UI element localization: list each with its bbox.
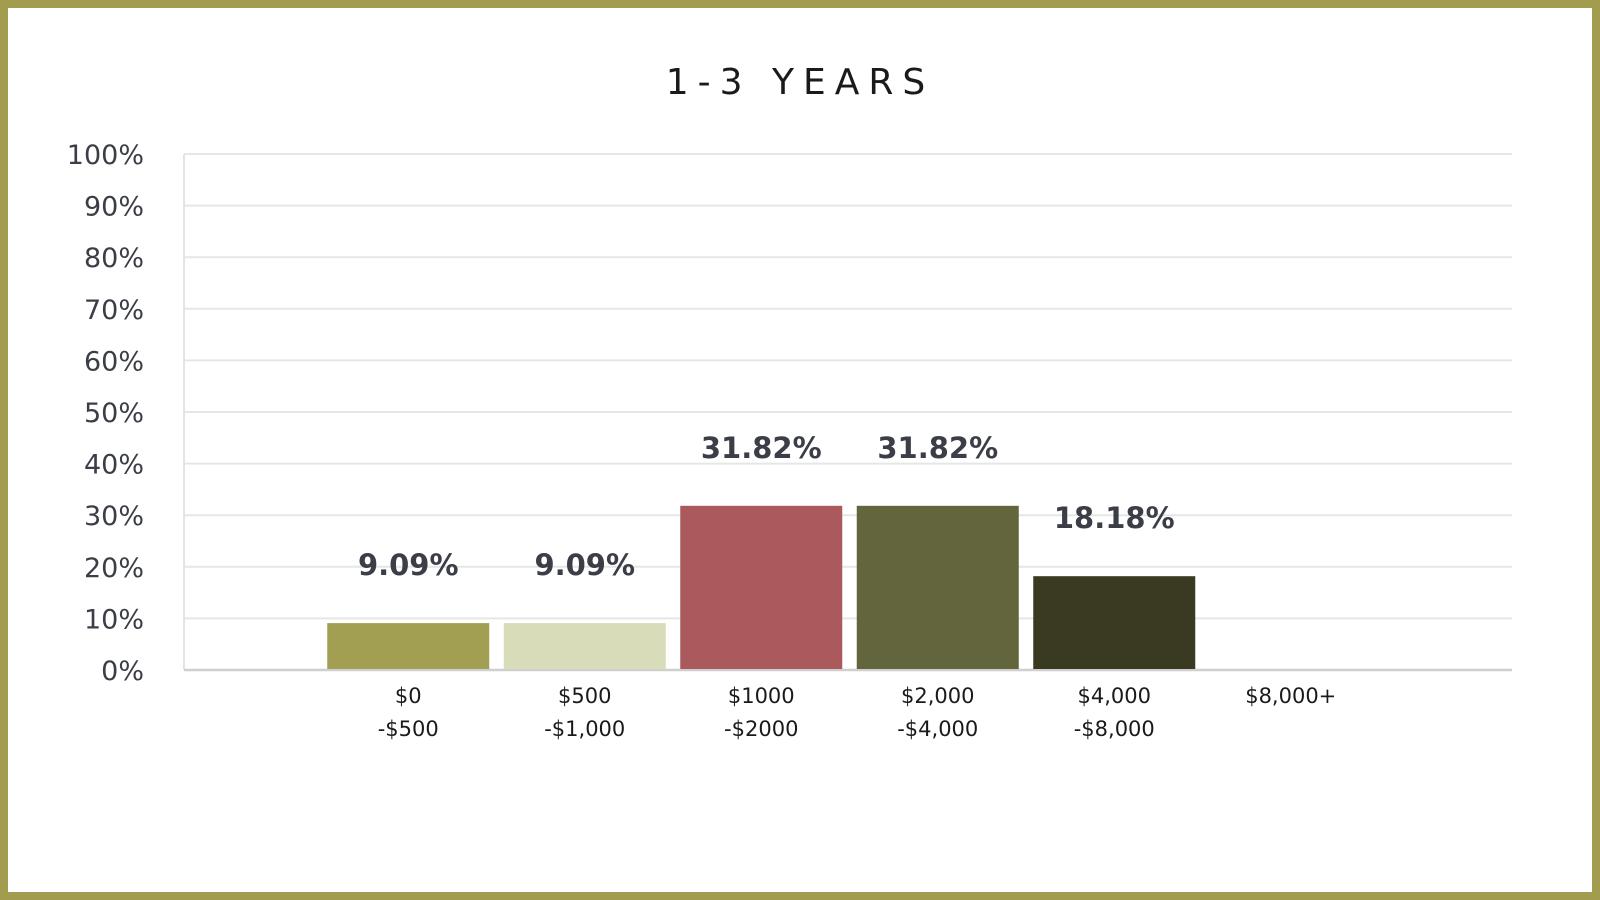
data-label: 31.82% <box>877 431 998 465</box>
x-tick-label: -$500 <box>378 717 439 741</box>
x-tick-label: $8,000+ <box>1245 684 1336 708</box>
bar <box>680 505 843 669</box>
y-tick-label: 0% <box>101 656 144 687</box>
axes <box>183 154 1512 672</box>
x-axis-ticks: $0 -$500 $500 -$1,000 $1000 -$2000 $2,000 -$4,0… <box>378 684 1337 741</box>
y-tick-label: 50% <box>84 398 144 429</box>
x-tick-label: -$2000 <box>724 717 798 741</box>
chart-title: 1-3 YEARS <box>665 62 935 103</box>
x-tick-label: -$8,000 <box>1074 717 1155 741</box>
x-tick-label: $2,000 <box>901 684 974 708</box>
data-labels: 9.09% 9.09% 31.82% 31.82% 18.18% <box>358 431 1175 582</box>
x-tick-label: $500 <box>558 684 611 708</box>
y-tick-label: 100% <box>67 140 144 171</box>
gridlines <box>184 153 1512 620</box>
x-tick-label: $0 <box>395 684 422 708</box>
bar <box>327 623 490 669</box>
bar <box>1033 576 1196 669</box>
x-tick-label: -$1,000 <box>544 717 625 741</box>
x-tick-label: $4,000 <box>1078 684 1151 708</box>
y-tick-label: 60% <box>84 346 144 377</box>
data-label: 31.82% <box>701 431 822 465</box>
data-label: 18.18% <box>1054 501 1175 535</box>
x-tick-label: $1000 <box>728 684 795 708</box>
bar <box>503 623 666 669</box>
bars <box>327 505 1196 669</box>
y-tick-label: 70% <box>84 295 144 326</box>
y-tick-label: 40% <box>84 450 144 481</box>
data-label: 9.09% <box>358 548 459 582</box>
y-tick-label: 80% <box>84 243 144 274</box>
x-tick-label: -$4,000 <box>897 717 978 741</box>
y-axis-ticks: 0% 10% 20% 30% 40% 50% 60% 70% 80% 90% 100% <box>67 140 144 687</box>
y-tick-label: 20% <box>84 553 144 584</box>
y-tick-label: 90% <box>84 192 144 223</box>
y-tick-label: 30% <box>84 501 144 532</box>
y-tick-label: 10% <box>84 604 144 635</box>
bar <box>856 505 1019 669</box>
data-label: 9.09% <box>534 548 635 582</box>
